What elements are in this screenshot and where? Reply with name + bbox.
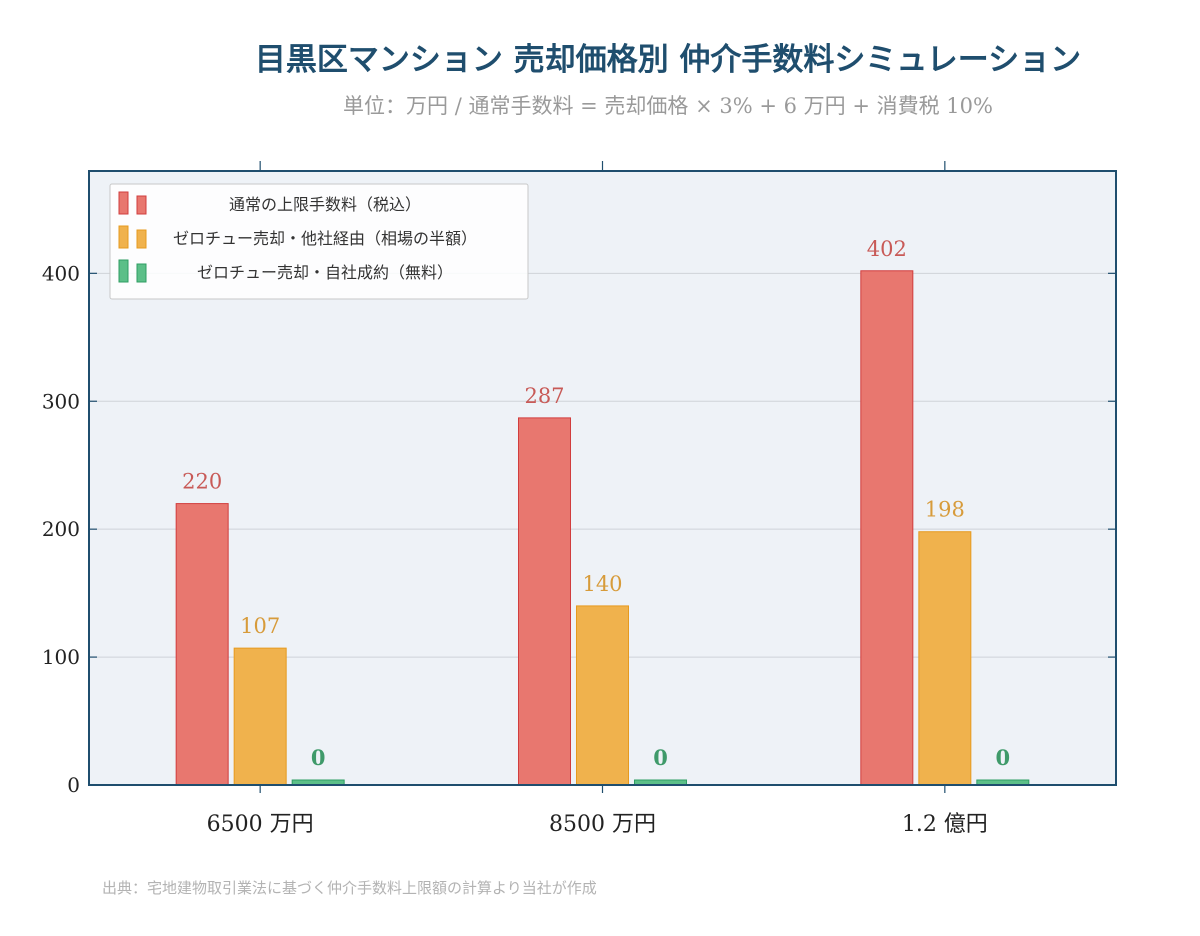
chart-title: 目黒区マンション 売却価格別 仲介手数料シミュレーション bbox=[254, 42, 1082, 78]
bar-value-label: 140 bbox=[582, 572, 622, 596]
legend-swatch bbox=[136, 229, 147, 249]
bar-value-label: 107 bbox=[240, 614, 280, 638]
legend-label: ゼロチュー売却・自社成約（無料） bbox=[197, 263, 453, 282]
bar-value-label: 0 bbox=[653, 745, 668, 770]
x-category-label: 6500 万円 bbox=[207, 812, 314, 837]
x-category-label: 8500 万円 bbox=[549, 812, 656, 837]
source-note: 出典：宅地建物取引業法に基づく仲介手数料上限額の計算より当社が作成 bbox=[102, 879, 597, 897]
bar bbox=[518, 417, 571, 786]
legend-swatch bbox=[118, 259, 129, 283]
bar-value-label: 198 bbox=[925, 498, 965, 522]
bar bbox=[175, 503, 229, 786]
x-category-label: 1.2 億円 bbox=[902, 812, 988, 837]
y-tick-label: 300 bbox=[42, 389, 80, 413]
bar-value-label: 402 bbox=[867, 237, 907, 261]
bar-value-label: 0 bbox=[311, 745, 326, 770]
legend-swatch bbox=[118, 191, 129, 215]
bar bbox=[233, 647, 287, 786]
y-tick-label: 200 bbox=[42, 517, 80, 541]
legend-swatch bbox=[136, 195, 147, 215]
bar-value-label: 220 bbox=[182, 470, 222, 494]
bar-value-label: 287 bbox=[524, 384, 564, 408]
legend-swatch bbox=[136, 263, 147, 283]
axis-layer: 0 100 200 300 400 6500 万円 8500 万円 1.2 億円 bbox=[42, 161, 1116, 837]
legend-label: 通常の上限手数料（税込） bbox=[229, 195, 421, 214]
bar bbox=[860, 270, 914, 786]
legend: 通常の上限手数料（税込） ゼロチュー売却・他社経由（相場の半額） ゼロチュー売却・自… bbox=[109, 183, 529, 300]
bars-layer bbox=[175, 270, 1030, 786]
legend-swatch bbox=[118, 225, 129, 249]
y-tick-label: 0 bbox=[67, 773, 80, 797]
y-tick-label: 100 bbox=[42, 645, 80, 669]
legend-box bbox=[109, 183, 529, 300]
legend-label: ゼロチュー売却・他社経由（相場の半額） bbox=[173, 229, 477, 248]
value-labels-layer: 220 107 0 287 140 0 402 198 0 bbox=[182, 237, 1010, 770]
bar-value-label: 0 bbox=[996, 745, 1011, 770]
bar bbox=[576, 605, 629, 786]
chart-subtitle: 単位：万円 / 通常手数料 = 売却価格 × 3% + 6 万円 + 消費税 1… bbox=[343, 94, 993, 118]
bar bbox=[918, 531, 972, 786]
y-tick-label: 400 bbox=[42, 261, 80, 285]
